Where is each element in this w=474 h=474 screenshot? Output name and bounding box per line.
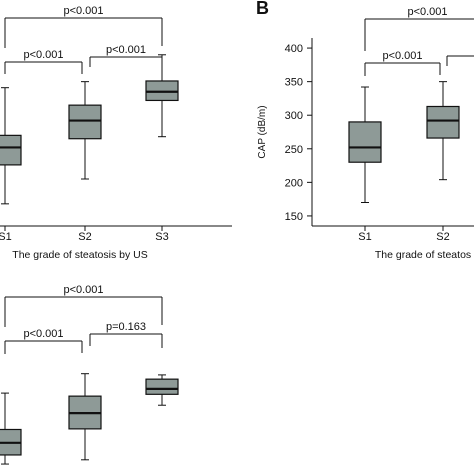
p-value-label: p<0.001 bbox=[23, 49, 63, 61]
panel-b: B 150 200 250 300 350 400 CAP (dB/m) S1 S2 The gra… bbox=[256, 0, 474, 261]
p-value-label: p=0.163 bbox=[106, 321, 146, 333]
x-tick-label: S1 bbox=[0, 231, 12, 243]
x-tick-label: S3 bbox=[155, 231, 168, 243]
p-value-label: p<0.001 bbox=[23, 328, 63, 340]
significance-bracket: p=0.163 bbox=[89, 321, 163, 348]
x-tick-label: S2 bbox=[78, 231, 91, 243]
p-value-label: p<0.001 bbox=[63, 284, 103, 296]
box-iqr bbox=[426, 105, 460, 139]
box-iqr bbox=[68, 104, 102, 140]
significance-bracket: p<0.001 bbox=[364, 6, 474, 51]
y-tick-label: 150 bbox=[285, 211, 303, 223]
x-tick-label: S2 bbox=[436, 231, 449, 243]
p-value-label: p<0.001 bbox=[106, 44, 146, 56]
significance-bracket: p<0.001 bbox=[4, 328, 83, 354]
box-iqr bbox=[0, 134, 22, 166]
box-s3 bbox=[145, 374, 179, 406]
x-axis-title: The grade of steatosis by US bbox=[12, 249, 147, 261]
panel-top-left: S1 S2 S3 The grade of steatosis by US p<0.00… bbox=[0, 5, 232, 261]
box-s2 bbox=[68, 81, 102, 180]
box-s1 bbox=[0, 392, 22, 465]
box-s2 bbox=[426, 81, 460, 181]
box-iqr bbox=[145, 378, 179, 395]
significance-bracket: p<0.001 bbox=[4, 5, 163, 48]
significance-bracket: p= bbox=[446, 55, 474, 66]
x-tick-label: S1 bbox=[358, 231, 371, 243]
significance-bracket: p<0.001 bbox=[4, 49, 83, 74]
y-tick-label: 250 bbox=[285, 144, 303, 156]
significance-bracket: p<0.001 bbox=[89, 44, 163, 67]
y-tick-label: 200 bbox=[285, 177, 303, 189]
box-iqr bbox=[348, 121, 382, 163]
significance-bracket: p<0.001 bbox=[4, 284, 163, 327]
box-s2 bbox=[68, 373, 102, 461]
box-s3 bbox=[145, 54, 179, 138]
x-axis-title: The grade of steatos bbox=[375, 249, 471, 261]
box-s1 bbox=[348, 86, 382, 203]
box-s1 bbox=[0, 87, 22, 205]
p-value-label: p<0.001 bbox=[63, 5, 103, 17]
y-tick-label: 400 bbox=[285, 43, 303, 55]
y-tick-label: 350 bbox=[285, 77, 303, 89]
p-value-label: p<0.001 bbox=[382, 50, 422, 62]
panel-letter: B bbox=[256, 0, 269, 18]
significance-bracket: p<0.001 bbox=[364, 50, 441, 76]
p-value-label: p<0.001 bbox=[407, 6, 447, 18]
panel-bottom-left: p<0.001 p<0.001 p=0.163 bbox=[0, 284, 179, 465]
y-axis-title: CAP (dB/m) bbox=[257, 105, 268, 158]
y-tick-label: 300 bbox=[285, 110, 303, 122]
